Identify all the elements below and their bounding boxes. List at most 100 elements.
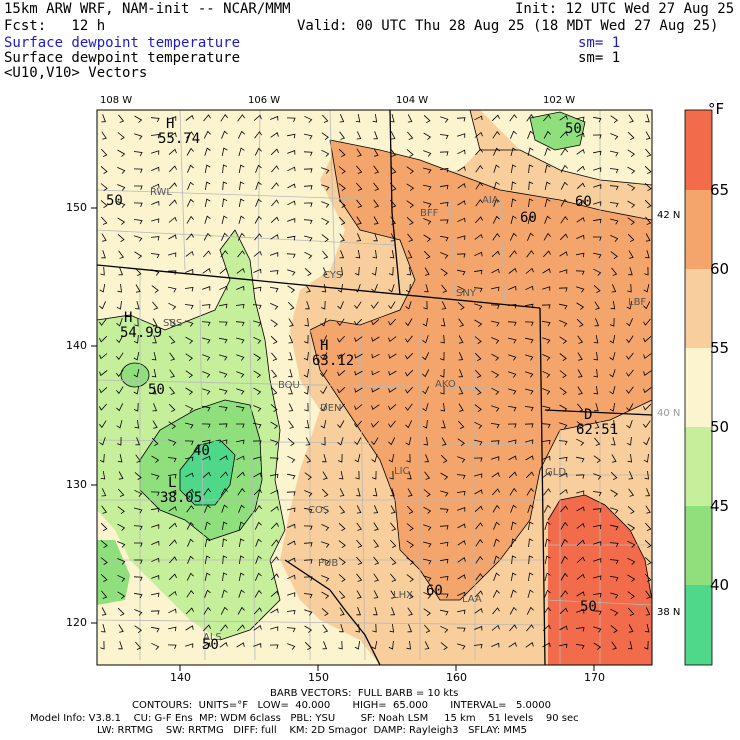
wind-barb: [184, 287, 194, 292]
wind-barb: [373, 556, 380, 565]
wind-barb: [388, 284, 395, 293]
wind-barb: [627, 591, 635, 600]
wind-barb: [509, 487, 517, 496]
wind-barb: [492, 607, 500, 615]
wind-barb: [202, 268, 211, 274]
wind-barb: [322, 624, 329, 633]
wind-barb: [490, 440, 500, 445]
wind-barb: [168, 439, 177, 446]
wind-barb: [356, 148, 362, 157]
wind-barb: [204, 504, 211, 513]
wind-barb: [236, 337, 245, 344]
wind-barb: [304, 472, 312, 481]
wind-barb: [473, 644, 483, 649]
wind-barb: [270, 421, 279, 429]
wind-barb: [541, 423, 551, 429]
wind-barb: [98, 318, 107, 326]
wind-barb: [424, 471, 431, 480]
wind-barb: [185, 488, 194, 495]
wind-barb: [356, 233, 362, 242]
x-tick-label: 140: [170, 671, 191, 684]
wind-barb: [219, 267, 228, 274]
wind-barb: [628, 250, 634, 259]
wind-barb: [185, 268, 194, 274]
wind-barb: [577, 369, 583, 378]
wind-barb: [644, 266, 649, 276]
wind-barb: [168, 522, 177, 529]
wind-barb: [287, 574, 296, 580]
wind-barb: [492, 589, 500, 598]
wind-barb: [423, 184, 432, 191]
wind-barb: [116, 300, 122, 310]
wind-barb: [270, 148, 279, 156]
wind-barb: [168, 506, 177, 512]
wind-barb: [252, 440, 262, 445]
wind-barb: [356, 216, 362, 225]
wind-barb: [559, 251, 568, 257]
wind-barb: [576, 252, 585, 258]
wind-barb: [628, 471, 634, 480]
wind-barb: [440, 609, 449, 616]
wind-barb: [388, 640, 394, 650]
wind-barb: [542, 624, 551, 631]
wind-barb: [321, 284, 327, 293]
wind-barb: [204, 198, 211, 207]
wind-barb: [511, 198, 517, 208]
wind-barb: [457, 269, 466, 276]
wind-barb: [354, 420, 362, 428]
wind-barb: [440, 558, 449, 564]
wind-barb: [491, 642, 500, 648]
wind-barb: [288, 369, 293, 378]
wind-barb: [493, 198, 500, 207]
wind-barb: [456, 490, 466, 496]
wind-barb: [203, 250, 211, 258]
wind-barb: [354, 266, 360, 276]
wind-barb: [338, 523, 346, 531]
wind-barb: [168, 421, 176, 430]
wind-barb: [236, 471, 245, 478]
wind-barb: [186, 233, 194, 241]
wind-barb: [303, 334, 309, 344]
wind-barb: [610, 608, 619, 616]
wind-barb: [371, 336, 380, 342]
wind-barb: [626, 369, 634, 377]
wind-barb: [237, 250, 245, 258]
wind-barb: [322, 471, 328, 480]
wind-barb: [321, 201, 330, 208]
wind-barb: [134, 507, 143, 514]
wind-barb: [508, 388, 517, 395]
wind-barb: [371, 266, 377, 276]
wind-barb: [221, 147, 228, 156]
wind-barb: [184, 440, 194, 446]
wind-barb: [526, 250, 535, 258]
wind-barb: [544, 147, 551, 156]
lon-label: 108 W: [100, 95, 133, 106]
wind-barb: [441, 437, 447, 446]
wind-barb: [643, 387, 652, 394]
wind-barb: [594, 420, 600, 429]
wind-barb: [202, 455, 211, 461]
wind-barb: [236, 439, 245, 445]
wind-barb: [185, 370, 193, 379]
wind-barb: [527, 215, 534, 224]
wind-barb: [356, 165, 363, 174]
wind-barb: [576, 165, 585, 172]
wind-barb: [475, 148, 483, 156]
wind-barb: [204, 572, 211, 581]
wind-barb: [99, 301, 106, 310]
wind-barb: [219, 371, 228, 378]
wind-barb: [542, 354, 551, 361]
wind-barb: [338, 640, 343, 650]
wind-barb: [270, 404, 278, 412]
wind-barb: [321, 149, 330, 157]
wind-barb: [507, 423, 517, 428]
wind-barb: [593, 167, 602, 172]
wind-barb: [118, 641, 123, 650]
wind-barb: [508, 471, 517, 479]
wind-barb: [320, 369, 328, 378]
x-tick-label: 160: [446, 671, 467, 684]
wind-barb: [355, 114, 361, 123]
wind-barb: [288, 318, 294, 327]
wind-barb: [185, 387, 194, 395]
wind-barb: [559, 643, 568, 649]
